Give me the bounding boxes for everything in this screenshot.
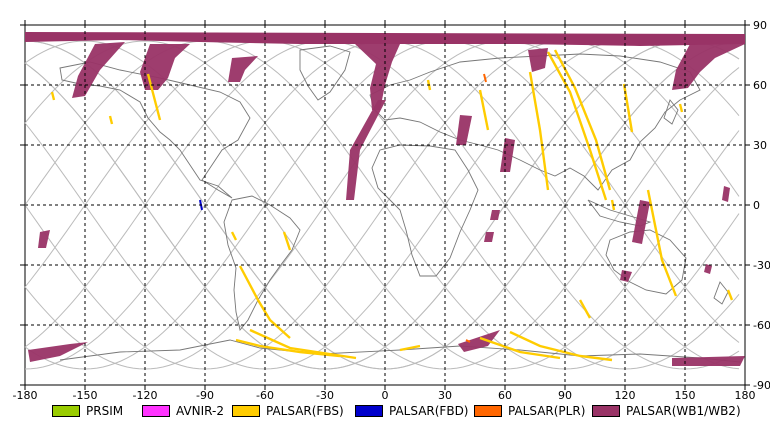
wb-swath (140, 44, 190, 90)
wb-swath (28, 342, 88, 362)
wb-swath (456, 115, 472, 145)
coast-eurasia (369, 53, 701, 191)
legend-label-palsar-wb: PALSAR(WB1/WB2) (626, 404, 741, 418)
lon-tick-label: -90 (196, 389, 214, 402)
fbs-swath (238, 265, 291, 339)
lon-tick-label: 120 (615, 389, 636, 402)
wb-swath (672, 356, 745, 366)
fbs-swath (509, 330, 613, 362)
fbs-swath (230, 231, 238, 241)
wb-swath (500, 138, 515, 172)
legend-item-palsar-wb: PALSAR(WB1/WB2) (592, 402, 741, 420)
wb-swath (355, 44, 400, 110)
fbs-swath (50, 91, 56, 101)
legend-item-palsar-plr: PALSAR(PLR) (474, 402, 585, 420)
fbs-swath (479, 336, 561, 360)
wb-swath (722, 186, 730, 202)
fbs-swath (546, 51, 608, 201)
coast-new-zealand (713, 281, 729, 305)
fbs-swath (146, 73, 162, 121)
lon-tick-label: 180 (735, 389, 756, 402)
wb-swath (228, 56, 258, 82)
legend-swatch-palsar-plr (474, 405, 502, 417)
legend-item-palsar-fbd: PALSAR(FBD) (355, 402, 469, 420)
legend-label-prism: PRSIM (86, 404, 124, 418)
fbs-swath (108, 115, 114, 125)
lon-tick-label: -60 (256, 389, 274, 402)
plr-swath (465, 339, 471, 343)
coast-greenland (299, 45, 351, 101)
wb-swath (72, 42, 125, 98)
lon-tick-label: 30 (438, 389, 452, 402)
legend-item-palsar-fbs: PALSAR(FBS) (232, 402, 344, 420)
lat-tick-label: 30 (753, 139, 767, 152)
lon-tick-label: 60 (498, 389, 512, 402)
coast-australia (605, 229, 687, 295)
lon-tick-label: -30 (316, 389, 334, 402)
fbs-swath (578, 299, 592, 319)
lon-tick-label: 90 (558, 389, 572, 402)
wb-swath (458, 330, 500, 352)
axis-ticks: -180 -150 -120 -90 -60 -30 0 30 60 90 120 150 180 90 6… (13, 19, 770, 402)
fbs-swath (726, 289, 734, 301)
lat-tick-label: 60 (753, 79, 767, 92)
legend-swatch-prism (52, 405, 80, 417)
legend-swatch-palsar-fbs (232, 405, 260, 417)
wb-swath (528, 48, 548, 72)
fbs-swath (282, 231, 292, 251)
lon-tick-label: -180 (13, 389, 38, 402)
lat-tick-label: 0 (753, 199, 760, 212)
legend-swatch-palsar-wb (592, 405, 620, 417)
wb-swath (632, 200, 650, 244)
wb-swath (484, 232, 494, 242)
coast-japan (663, 99, 679, 125)
fbs-swath (646, 189, 678, 297)
lat-tick-label: 90 (753, 19, 767, 32)
coast-africa (371, 144, 479, 277)
lon-tick-label: -120 (133, 389, 158, 402)
wb-swath (672, 44, 745, 90)
lon-tick-label: 0 (382, 389, 389, 402)
legend: PRSIM AVNIR-2 PALSAR(FBS) PALSAR(FBD) PA… (0, 400, 770, 424)
fbs-swath (235, 338, 341, 358)
fbs-swath (478, 89, 490, 131)
wb-swath (620, 270, 632, 282)
lat-tick-label: -90 (753, 379, 770, 392)
graticule (25, 25, 745, 385)
legend-swatch-avnir2 (142, 405, 170, 417)
legend-item-prism: PRSIM (52, 402, 123, 420)
fbs-swath (249, 328, 357, 360)
legend-swatch-palsar-fbd (355, 405, 383, 417)
coast-north-america (59, 61, 251, 199)
fbs-swath (678, 103, 684, 113)
legend-label-avnir2: AVNIR-2 (176, 404, 224, 418)
lat-tick-label: -60 (753, 319, 770, 332)
legend-label-palsar-plr: PALSAR(PLR) (508, 404, 586, 418)
wb-swath (346, 100, 386, 200)
legend-label-palsar-fbd: PALSAR(FBD) (389, 404, 469, 418)
wb-swath (490, 210, 500, 220)
fbs-swath (399, 344, 421, 352)
legend-label-palsar-fbs: PALSAR(FBS) (266, 404, 344, 418)
plr-swath (483, 73, 487, 83)
legend-item-avnir2: AVNIR-2 (142, 402, 224, 420)
lon-tick-label: -150 (73, 389, 98, 402)
fbs-swath (528, 71, 550, 191)
lon-tick-label: 150 (675, 389, 696, 402)
wb-swath (38, 230, 50, 248)
lat-tick-label: -30 (753, 259, 770, 272)
wb-swath (704, 264, 712, 274)
